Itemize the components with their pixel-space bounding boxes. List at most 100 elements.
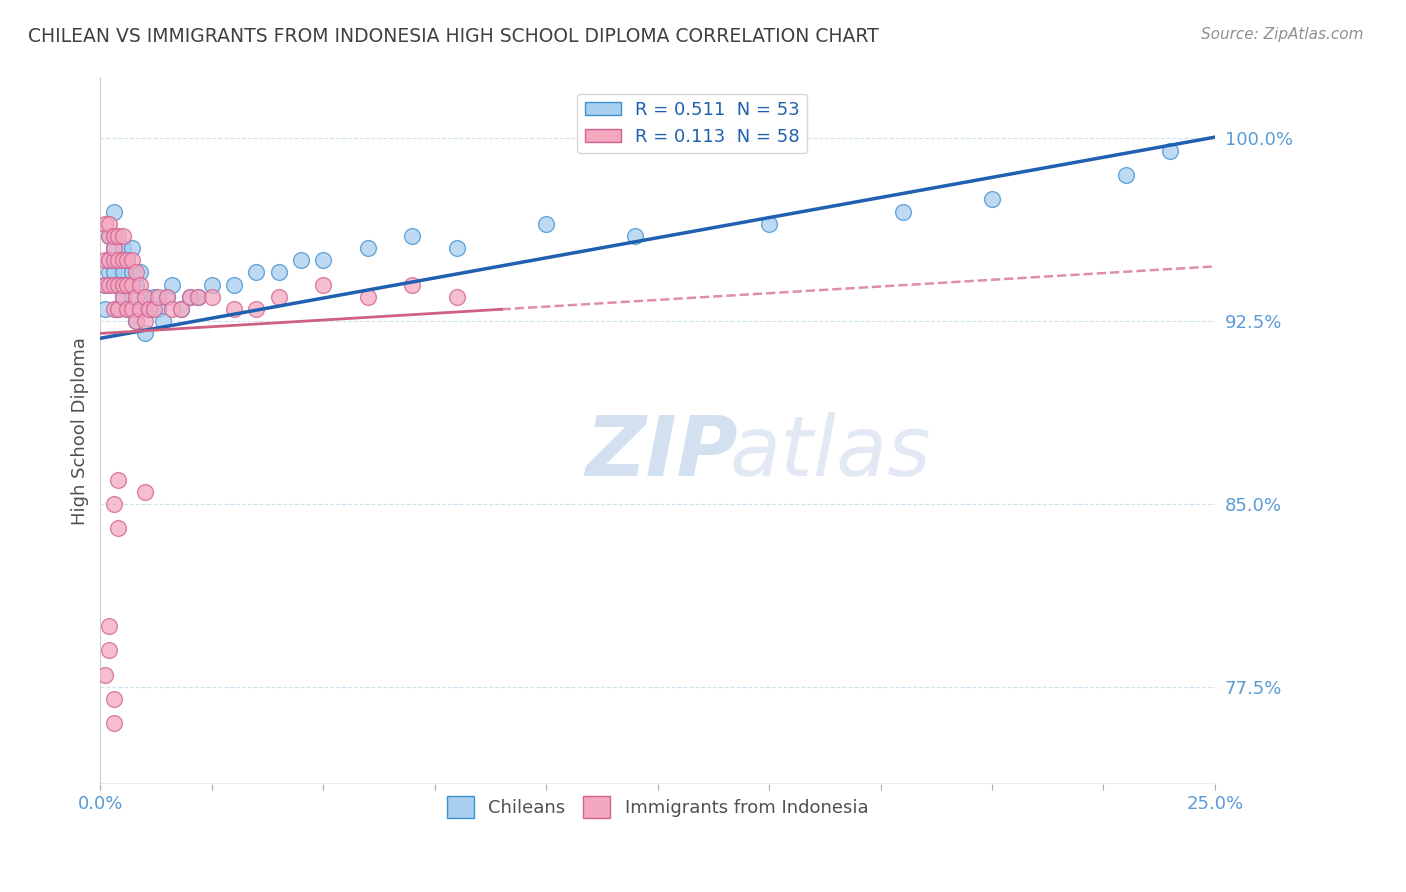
Point xyxy=(111,277,134,292)
Point xyxy=(357,241,380,255)
Point xyxy=(98,228,121,243)
Point xyxy=(624,228,647,243)
Point xyxy=(103,253,125,268)
Point xyxy=(125,265,148,279)
Point xyxy=(134,290,156,304)
Point xyxy=(981,192,1004,206)
Text: Source: ZipAtlas.com: Source: ZipAtlas.com xyxy=(1201,27,1364,42)
Point xyxy=(891,204,914,219)
Point xyxy=(111,290,134,304)
Point xyxy=(115,301,138,316)
Point xyxy=(1159,144,1181,158)
Point xyxy=(129,277,152,292)
Point xyxy=(125,314,148,328)
Point xyxy=(107,301,129,316)
Point xyxy=(160,277,183,292)
Point xyxy=(103,301,125,316)
Text: CHILEAN VS IMMIGRANTS FROM INDONESIA HIGH SCHOOL DIPLOMA CORRELATION CHART: CHILEAN VS IMMIGRANTS FROM INDONESIA HIG… xyxy=(28,27,879,45)
Point xyxy=(129,301,152,316)
Point xyxy=(446,241,468,255)
Point xyxy=(121,290,143,304)
Point xyxy=(103,692,125,706)
Point xyxy=(401,228,423,243)
Point xyxy=(103,241,125,255)
Point xyxy=(98,265,121,279)
Point xyxy=(125,314,148,328)
Point xyxy=(129,265,152,279)
Point xyxy=(201,277,224,292)
Point xyxy=(290,253,312,268)
Point xyxy=(111,290,134,304)
Point xyxy=(121,253,143,268)
Point xyxy=(125,290,148,304)
Point xyxy=(401,277,423,292)
Point xyxy=(160,301,183,316)
Point xyxy=(111,228,134,243)
Point xyxy=(94,277,117,292)
Point xyxy=(94,217,117,231)
Point xyxy=(156,290,179,304)
Point xyxy=(103,241,125,255)
Point xyxy=(98,643,121,657)
Point xyxy=(103,204,125,219)
Point xyxy=(758,217,780,231)
Point xyxy=(121,241,143,255)
Point xyxy=(94,667,117,681)
Point xyxy=(179,290,201,304)
Text: atlas: atlas xyxy=(730,411,932,492)
Point xyxy=(148,290,170,304)
Point xyxy=(111,253,134,268)
Point xyxy=(107,277,129,292)
Point xyxy=(138,301,160,316)
Point xyxy=(169,301,191,316)
Point xyxy=(134,290,156,304)
Point xyxy=(267,290,290,304)
Point xyxy=(107,277,129,292)
Point xyxy=(312,253,335,268)
Point xyxy=(98,253,121,268)
Point xyxy=(187,290,209,304)
Point xyxy=(98,217,121,231)
Point xyxy=(152,314,174,328)
Point xyxy=(312,277,335,292)
Point xyxy=(94,253,117,268)
Point xyxy=(245,265,267,279)
Point xyxy=(115,277,138,292)
Point xyxy=(148,301,170,316)
Point xyxy=(94,301,117,316)
Point xyxy=(138,301,160,316)
Point xyxy=(115,253,138,268)
Point xyxy=(187,290,209,304)
Point xyxy=(1115,168,1137,182)
Point xyxy=(103,716,125,731)
Point xyxy=(107,473,129,487)
Point xyxy=(129,301,152,316)
Point xyxy=(111,265,134,279)
Point xyxy=(94,277,117,292)
Point xyxy=(103,228,125,243)
Point xyxy=(103,277,125,292)
Point xyxy=(98,253,121,268)
Point xyxy=(222,301,245,316)
Point xyxy=(115,277,138,292)
Y-axis label: High School Diploma: High School Diploma xyxy=(72,337,89,524)
Point xyxy=(121,301,143,316)
Point xyxy=(179,290,201,304)
Point xyxy=(103,228,125,243)
Point xyxy=(534,217,557,231)
Point xyxy=(115,253,138,268)
Point xyxy=(103,497,125,511)
Point xyxy=(107,521,129,535)
Point xyxy=(98,228,121,243)
Point xyxy=(222,277,245,292)
Point xyxy=(115,301,138,316)
Point xyxy=(111,277,134,292)
Point xyxy=(107,228,129,243)
Point xyxy=(357,290,380,304)
Text: ZIP: ZIP xyxy=(585,411,738,492)
Point xyxy=(134,484,156,499)
Point xyxy=(121,265,143,279)
Point xyxy=(134,326,156,341)
Point xyxy=(245,301,267,316)
Point xyxy=(446,290,468,304)
